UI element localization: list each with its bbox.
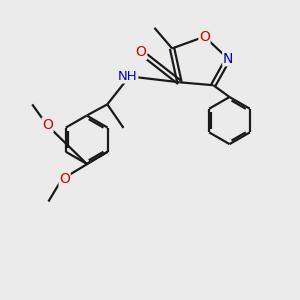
Text: O: O [59, 172, 70, 186]
Text: N: N [223, 52, 233, 66]
Text: O: O [42, 118, 53, 132]
Text: NH: NH [118, 70, 138, 83]
Text: O: O [136, 45, 147, 59]
Text: O: O [199, 30, 210, 44]
